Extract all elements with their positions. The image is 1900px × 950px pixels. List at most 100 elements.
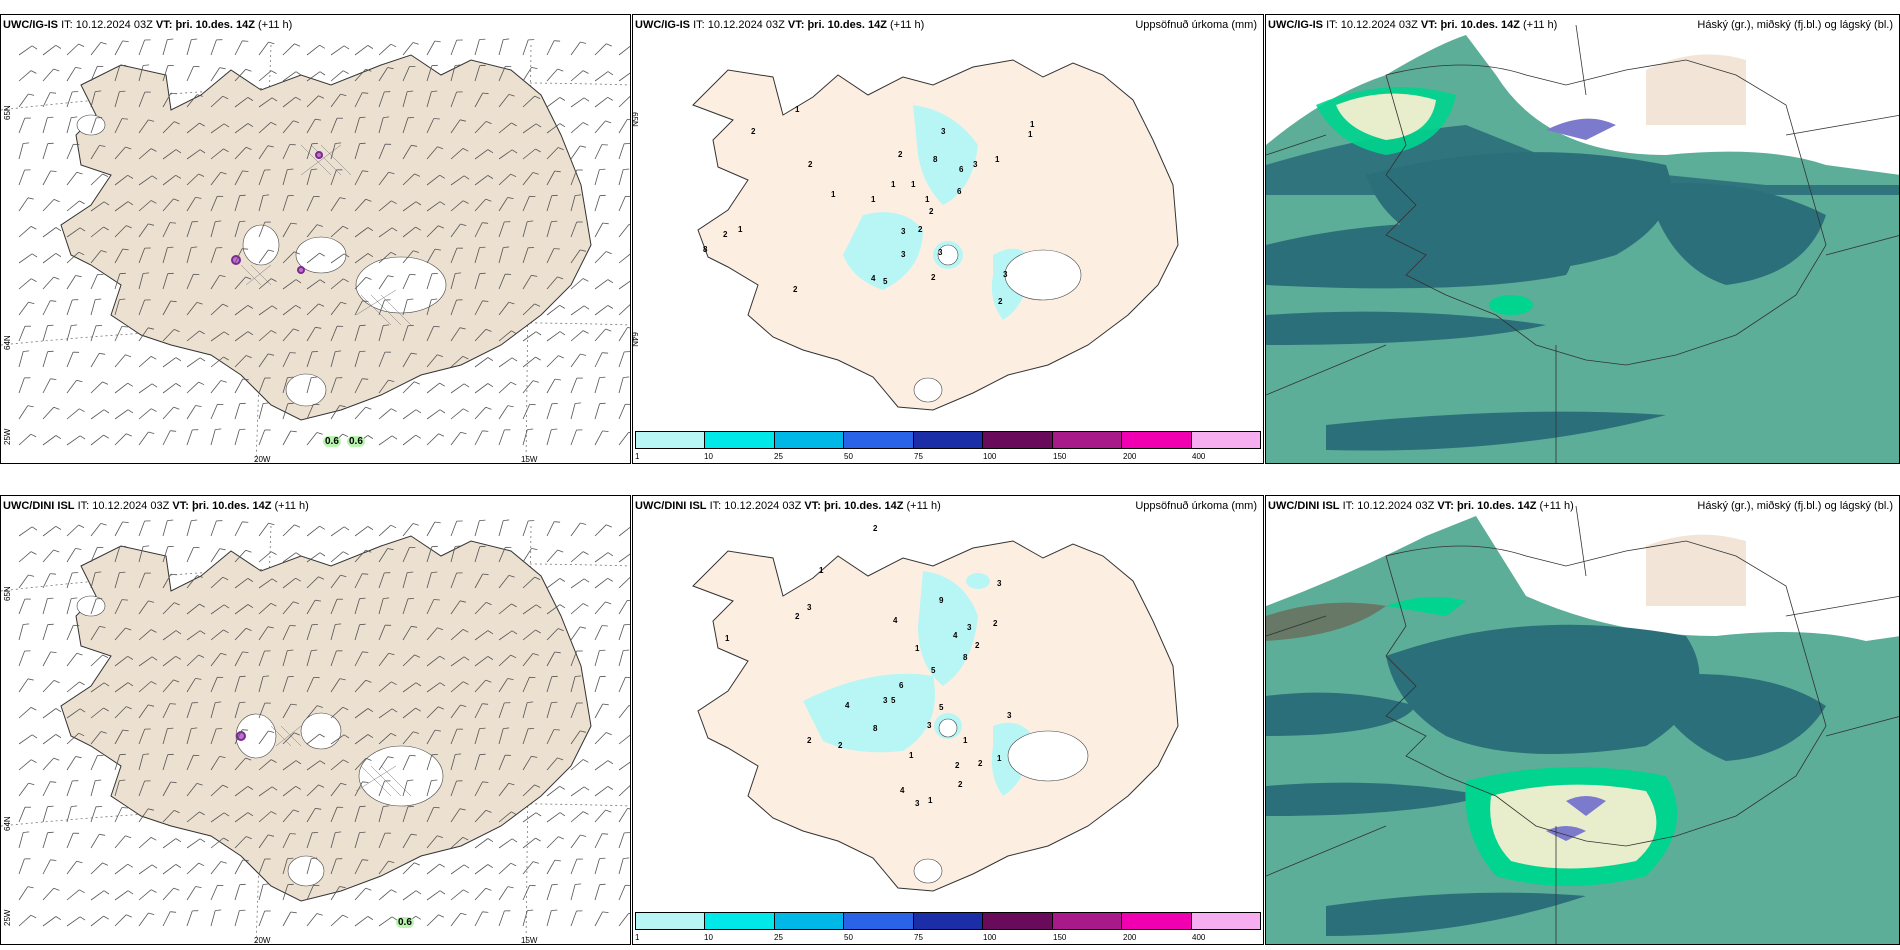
wind-barb-flag (268, 353, 275, 356)
wind-barb (306, 143, 313, 160)
wind-barb-flag (126, 914, 132, 918)
wind-barb (18, 574, 29, 589)
wind-barb-flag (583, 578, 590, 583)
wind-barb (570, 522, 581, 537)
wind-barb (570, 278, 584, 290)
wind-barb-flag (79, 227, 86, 232)
wind-barb (330, 326, 338, 342)
wind-barb (42, 92, 51, 108)
wind-barb (18, 886, 29, 901)
wind-barb-flag (503, 38, 510, 40)
cloud-map-panel-bottom: UWC/DINI ISL IT: 10.12.2024 03Z VT: þri.… (1265, 495, 1900, 945)
wind-barb (474, 602, 487, 615)
wind-barb (66, 681, 80, 693)
wind-barb-flag (196, 575, 203, 578)
wind-barb-flag (79, 408, 85, 413)
wind-barb-flag (487, 383, 494, 388)
wind-barb (450, 223, 461, 238)
wind-barb-flag (50, 170, 57, 172)
wind-barb (210, 39, 217, 56)
wind-barb (66, 708, 81, 719)
wind-barb-flag (175, 630, 182, 635)
wind-barb-flag (167, 727, 174, 729)
wind-barb (42, 300, 51, 316)
wind-barb-flag (53, 549, 60, 553)
wind-barb-flag (127, 863, 134, 868)
wind-barb (114, 91, 120, 108)
wind-barb-flag (460, 912, 467, 916)
wind-barb-flag (438, 225, 444, 229)
wind-barb-flag (482, 300, 489, 302)
wind-barb (282, 833, 291, 849)
wind-barb-flag (412, 42, 419, 45)
wind-barb-flag (508, 782, 515, 786)
wind-barb-flag (122, 40, 129, 43)
wind-barb (618, 576, 630, 589)
wind-barb-flag (318, 784, 325, 788)
wind-barb (90, 654, 103, 667)
wind-barb-flag (319, 733, 325, 738)
wind-barb (258, 353, 269, 368)
wind-barb (18, 433, 32, 446)
wind-barb-flag (583, 305, 590, 310)
wind-barb-flag (411, 625, 418, 628)
wind-barb (570, 759, 584, 771)
wind-barb (330, 759, 344, 771)
wind-barb (546, 702, 552, 719)
wind-barb (234, 859, 244, 875)
wind-barb-flag (388, 171, 395, 175)
wind-barb-flag (242, 729, 249, 731)
wind-barb (66, 325, 72, 342)
wind-barb (594, 169, 600, 186)
wind-barb-flag (71, 597, 78, 599)
wind-barb (138, 273, 144, 290)
wind-barb-flag (431, 571, 438, 573)
wind-barb-flag (311, 857, 318, 859)
wind-barb (570, 305, 585, 316)
wind-barb-flag (631, 96, 632, 99)
wind-barb-flag (367, 253, 374, 258)
wind-barb-flag (103, 201, 110, 206)
wind-barb-flag (53, 406, 60, 410)
wind-barb-flag (482, 911, 489, 913)
wind-barb-flag (316, 224, 323, 227)
wind-barb (570, 910, 577, 927)
wind-barb-flag (23, 350, 30, 352)
wind-barb (498, 302, 510, 316)
wind-barb (42, 859, 51, 875)
wind-barb-flag (100, 523, 107, 526)
wind-barb (210, 653, 222, 667)
wind-barb (426, 201, 441, 212)
wind-barb (570, 786, 585, 797)
wind-barb (90, 353, 100, 368)
wind-barb-flag (293, 601, 300, 604)
wind-barb-flag (342, 706, 349, 711)
wind-barb (330, 301, 342, 316)
wind-barb (210, 629, 224, 641)
wind-barb (282, 169, 288, 186)
wind-barb-flag (479, 519, 486, 521)
wind-barb-flag (391, 200, 397, 205)
wind-barb (234, 578, 249, 589)
wind-barb (18, 253, 33, 264)
wind-barb-flag (503, 519, 510, 521)
wind-barb (450, 39, 458, 56)
wind-barb (162, 679, 174, 693)
wind-barb (234, 812, 249, 823)
wind-barb (114, 409, 129, 420)
wind-barb (378, 548, 388, 563)
wind-barb (570, 626, 581, 641)
colorbar (635, 431, 1261, 449)
wind-barb-flag (271, 278, 277, 282)
wind-barb (618, 404, 626, 420)
wind-barb (90, 42, 102, 56)
wind-barb (498, 149, 513, 160)
wind-barb-flag (127, 201, 134, 206)
wind-barb (402, 250, 414, 264)
wind-barb (594, 328, 606, 342)
wind-barb (282, 352, 291, 368)
wind-barb (42, 598, 48, 615)
wind-barb (138, 520, 145, 537)
wind-barb (378, 916, 393, 927)
wind-barb (234, 549, 247, 563)
